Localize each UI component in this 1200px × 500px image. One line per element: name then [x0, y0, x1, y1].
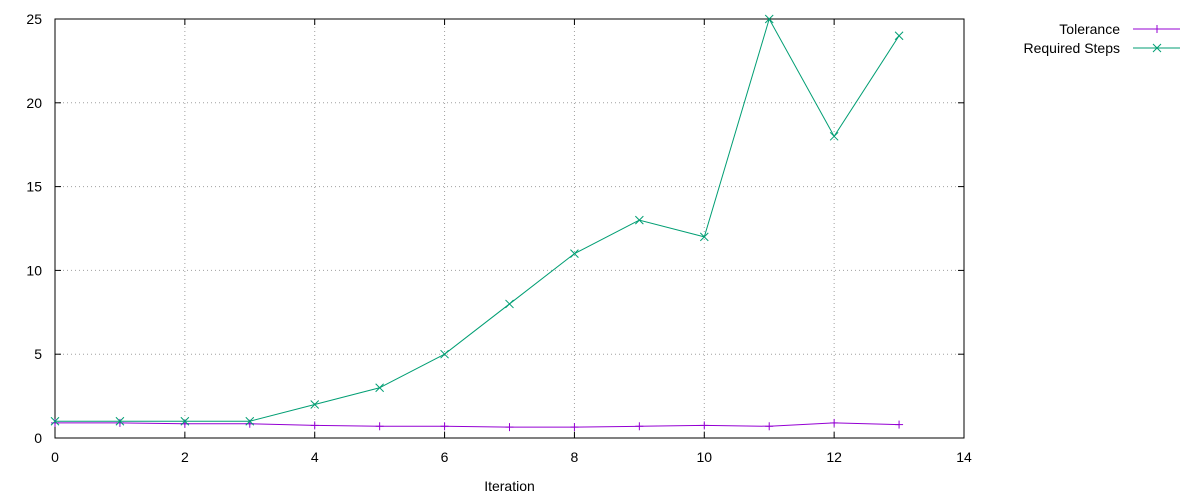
required-steps-point	[699, 232, 709, 242]
tolerance-point	[570, 423, 579, 432]
required-steps-point	[764, 14, 774, 24]
series-layer	[50, 14, 904, 432]
tolerance-point	[375, 422, 384, 431]
x-tick-label: 0	[51, 449, 59, 465]
legend: Tolerance Required Steps	[1023, 21, 1180, 56]
required-steps-point	[829, 131, 839, 141]
required-steps-point	[245, 416, 255, 426]
legend-label: Required Steps	[1023, 40, 1120, 56]
legend-item-required-steps: Required Steps	[1023, 40, 1180, 56]
tolerance-line	[55, 422, 900, 428]
x-axis-title: Iteration	[484, 478, 535, 494]
tolerance-point	[51, 418, 59, 427]
required-steps-point	[635, 215, 644, 225]
legend-swatch-marker	[1152, 43, 1162, 53]
required-steps-point	[570, 249, 579, 258]
required-steps-point	[180, 416, 190, 426]
tolerance-point	[700, 421, 709, 430]
x-tick-label: 2	[181, 449, 189, 465]
x-tick-label: 12	[826, 449, 842, 465]
x-tick-label: 4	[311, 449, 319, 465]
tick-layer: 0 2 4 6 8 10 12 14 0 5 10 15 20 25	[26, 11, 972, 465]
x-tick-label: 10	[696, 449, 712, 465]
y-tick-label: 10	[26, 262, 42, 278]
tolerance-point	[505, 423, 514, 432]
required-steps-point	[375, 383, 384, 393]
required-steps-point	[115, 416, 125, 426]
required-steps-point	[894, 31, 904, 41]
tolerance-point	[635, 422, 644, 431]
required-steps-point	[440, 349, 449, 359]
required-steps-line	[55, 17, 900, 422]
y-tick-label: 0	[34, 430, 42, 446]
tolerance-point	[895, 420, 904, 429]
required-steps-point	[50, 416, 60, 426]
tolerance-point	[765, 422, 774, 431]
tolerance-point	[310, 421, 319, 430]
y-tick-label: 5	[34, 346, 42, 362]
required-steps-point	[505, 299, 514, 309]
tolerance-point	[440, 422, 449, 431]
x-tick-label: 14	[956, 449, 972, 465]
y-tick-label: 25	[26, 11, 42, 27]
legend-swatch-marker	[1153, 25, 1161, 33]
x-tick-label: 6	[441, 449, 449, 465]
legend-label: Tolerance	[1059, 21, 1120, 37]
required-steps-point	[310, 400, 320, 409]
y-tick-label: 15	[26, 179, 42, 195]
tolerance-point	[830, 418, 839, 427]
x-tick-label: 8	[571, 449, 579, 465]
y-tick-label: 20	[26, 95, 42, 111]
legend-item-tolerance: Tolerance	[1059, 21, 1180, 37]
tolerance-point	[115, 418, 124, 427]
grid-layer	[55, 19, 964, 438]
plot-frame	[54, 18, 965, 439]
